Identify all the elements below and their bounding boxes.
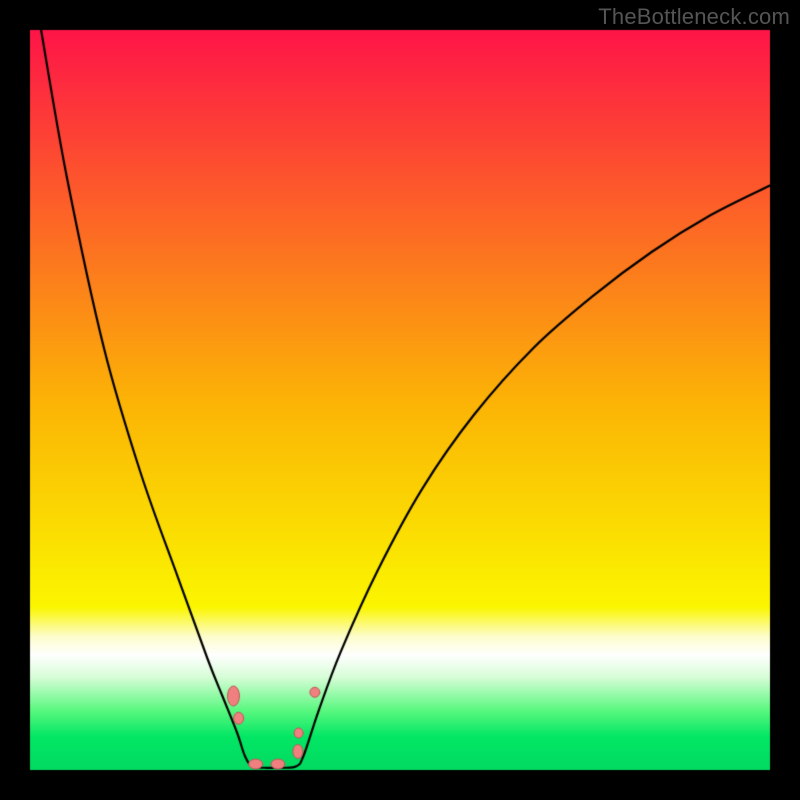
chart-container: TheBottleneck.com	[0, 0, 800, 800]
bottleneck-chart-canvas	[0, 0, 800, 800]
